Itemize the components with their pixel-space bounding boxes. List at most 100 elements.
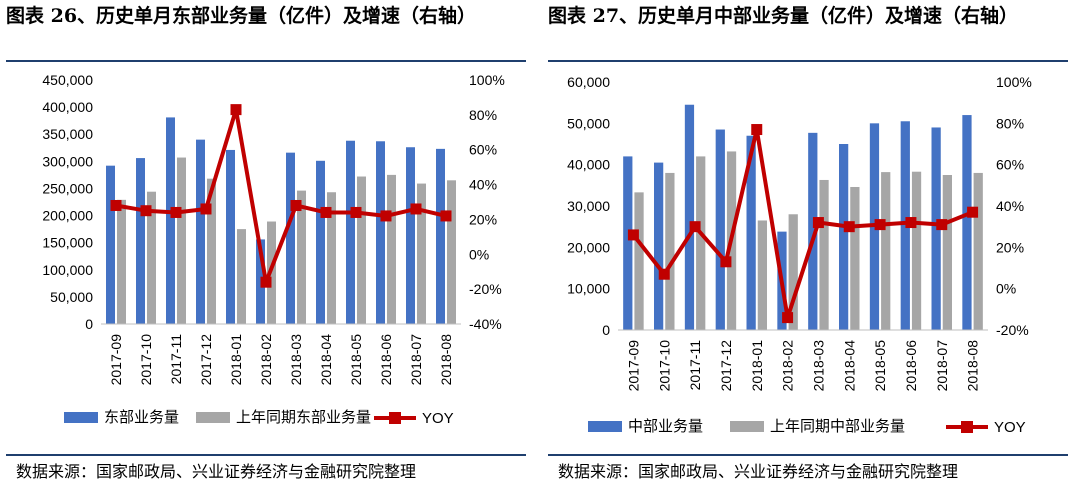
y-right-tick-label: 0% — [996, 281, 1016, 297]
bar-current — [226, 149, 235, 324]
legend-label-yoy: YOY — [994, 419, 1026, 436]
yoy-marker — [720, 256, 732, 268]
yoy-line — [115, 107, 447, 285]
y-left-tick-label: 100,000 — [42, 262, 93, 278]
x-tick-label: 2017-12 — [198, 334, 214, 386]
legend-label-current: 东部业务量 — [104, 409, 179, 426]
title-divider — [6, 60, 526, 62]
y-left-tick-label: 200,000 — [42, 208, 93, 224]
bar-prior-year — [357, 176, 366, 324]
bar-current — [406, 147, 415, 324]
bar-prior-year — [911, 171, 922, 330]
yoy-marker — [320, 206, 332, 218]
yoy-marker — [380, 210, 392, 222]
central-volume-chart: 0 10,000 20,000 30,000 40,000 50,000 60,000 -20… — [567, 74, 1032, 436]
bar-prior-year — [417, 183, 426, 324]
x-tick-label: 2017-12 — [718, 340, 734, 392]
bar-prior-year — [447, 180, 456, 324]
x-tick-label: 2018-07 — [408, 334, 424, 386]
bar-current — [346, 140, 355, 324]
x-tick-label: 2018-06 — [903, 340, 919, 392]
bar-prior-year — [665, 172, 675, 330]
bar-prior-year — [387, 174, 396, 324]
source-divider — [6, 454, 526, 456]
x-tick-label: 2017-11 — [687, 340, 703, 391]
bar-prior-year — [177, 157, 186, 324]
x-tick-label: 2018-07 — [934, 340, 950, 392]
bar-current — [196, 139, 205, 324]
x-tick-label: 2018-08 — [965, 340, 981, 392]
legend-swatch-current — [64, 412, 98, 423]
y-right-tick-label: 20% — [996, 239, 1024, 255]
x-tick-label: 2018-08 — [438, 334, 454, 386]
bar-current — [746, 135, 756, 330]
y-right-tick-label: -20% — [469, 281, 502, 297]
x-tick-label: 2018-05 — [872, 340, 888, 392]
bar-current — [900, 121, 910, 330]
y-right-tick-label: 0% — [469, 246, 489, 262]
y-left-tick-label: 50,000 — [567, 115, 610, 131]
chart-title: 图表 26、历史单月东部业务量（亿件）及增速（右轴） — [6, 5, 477, 27]
y-right-tick-label: 100% — [469, 72, 505, 88]
yoy-marker — [627, 229, 639, 241]
bar-current — [931, 127, 941, 330]
bar-current — [166, 117, 175, 324]
yoy-marker — [290, 199, 302, 211]
bar-prior-year — [942, 175, 952, 330]
yoy-marker — [410, 203, 422, 215]
title-divider — [548, 60, 1068, 62]
yoy-marker — [350, 206, 362, 218]
legend-label-prior: 上年同期东部业务量 — [236, 409, 371, 426]
legend-swatch-prior — [730, 421, 764, 432]
x-tick-label: 2018-04 — [318, 334, 334, 386]
yoy-marker — [782, 312, 794, 324]
chart-title: 图表 27、历史单月中部业务量（亿件）及增速（右轴） — [548, 5, 1019, 27]
y-left-tick-label: 60,000 — [567, 74, 610, 90]
data-source-note: 数据来源：国家邮政局、兴业证券经济与金融研究院整理 — [16, 462, 417, 481]
bar-current — [654, 162, 664, 330]
x-tick-label: 2018-03 — [810, 340, 826, 392]
x-tick-label: 2018-04 — [841, 340, 857, 392]
y-right-tick-label: -40% — [469, 316, 502, 332]
x-tick-label: 2018-03 — [288, 334, 304, 386]
yoy-line — [631, 127, 974, 320]
y-right-tick-label: 100% — [996, 74, 1032, 90]
legend-label-current: 中部业务量 — [628, 418, 703, 435]
yoy-marker — [843, 221, 855, 233]
bar-current — [376, 141, 385, 324]
yoy-marker — [967, 206, 979, 218]
x-tick-label: 2017-11 — [168, 334, 184, 385]
bar-prior-year — [788, 214, 798, 330]
x-tick-label: 2018-01 — [228, 334, 244, 386]
y-right-tick-label: 60% — [469, 142, 497, 158]
chart-panel-central: 图表 27、历史单月中部业务量（亿件）及增速（右轴） 0 10,000 20,000… — [548, 0, 1076, 483]
bar-prior-year — [634, 192, 644, 330]
bar-current — [136, 158, 145, 324]
y-right-tick-label: 40% — [996, 198, 1024, 214]
y-right-tick-label: 20% — [469, 211, 497, 227]
bar-current — [808, 132, 818, 330]
data-source-note: 数据来源：国家邮政局、兴业证券经济与金融研究院整理 — [558, 462, 959, 481]
yoy-marker — [874, 219, 886, 231]
bar-current — [623, 156, 633, 330]
yoy-marker — [440, 210, 452, 222]
bar-current — [962, 115, 972, 330]
legend-marker-yoy — [389, 412, 401, 424]
bar-current — [684, 104, 695, 330]
bar-current — [715, 129, 725, 330]
yoy-marker — [200, 203, 212, 215]
chart-panel-east: 图表 26、历史单月东部业务量（亿件）及增速（右轴） 0 50,000 100,00… — [6, 0, 534, 483]
bar-prior-year — [973, 172, 983, 330]
legend-swatch-current — [588, 421, 622, 432]
yoy-marker — [936, 219, 948, 231]
x-tick-label: 2018-01 — [749, 340, 765, 392]
x-tick-label: 2018-06 — [378, 334, 394, 386]
y-left-tick-label: 150,000 — [42, 235, 93, 251]
y-right-tick-label: 80% — [996, 115, 1024, 131]
bar-prior-year — [757, 220, 767, 330]
bar-prior-year — [881, 172, 891, 330]
yoy-marker — [689, 221, 701, 233]
yoy-marker — [905, 217, 917, 229]
x-tick-label: 2017-10 — [138, 334, 154, 386]
y-left-tick-label: 250,000 — [42, 180, 93, 196]
